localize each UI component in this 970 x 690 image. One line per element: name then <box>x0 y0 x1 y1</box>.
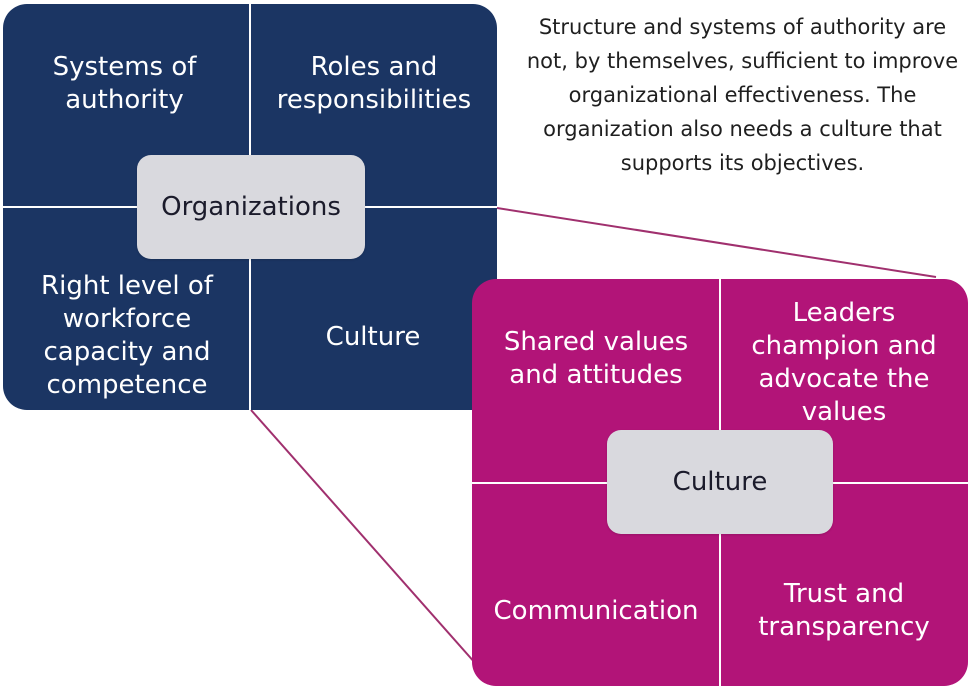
organizations-quadrant-workforce-capacity: Right level of workforce capacity and co… <box>41 271 213 400</box>
culture-quadrant-shared-values: Shared values and attitudes <box>503 327 689 390</box>
organizations-center-label: Organizations <box>137 155 365 259</box>
culture-center-label: Culture <box>607 430 833 534</box>
organizations-quadrant-roles-and-responsibilities: Roles and responsibilities <box>276 52 472 115</box>
culture-quadrant-trust-and-transparency: Trust and transparency <box>758 579 930 642</box>
caption-text: Structure and systems of authority are n… <box>526 15 959 175</box>
culture-quadrant-leaders-champion: Leaders champion and advocate the values <box>751 298 937 427</box>
organizations-quadrant-culture: Culture <box>325 321 421 352</box>
organizations-quadrant-systems-of-authority: Systems of authority <box>52 52 197 115</box>
connector-line-bottom <box>250 409 477 665</box>
culture-quadrant-box: Shared values and attitudes Leaders cham… <box>472 279 968 686</box>
organizations-quadrant-box: Systems of authority Roles and responsib… <box>3 4 497 410</box>
connector-line-top <box>496 207 937 278</box>
culture-quadrant-communication: Communication <box>493 595 699 626</box>
